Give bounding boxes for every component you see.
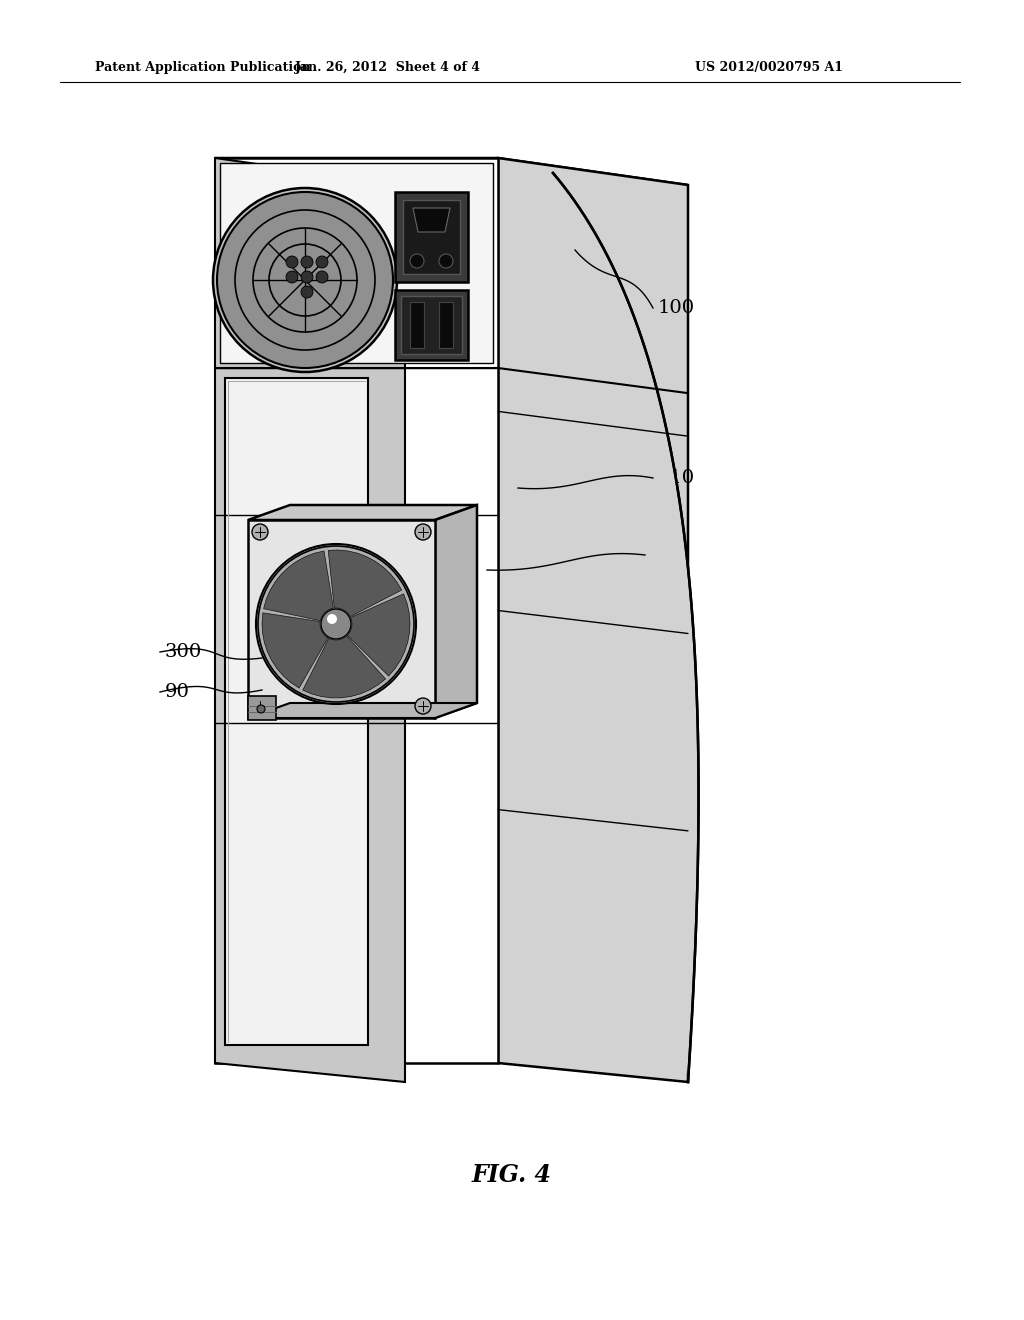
Polygon shape xyxy=(410,302,424,348)
Circle shape xyxy=(217,191,393,368)
Polygon shape xyxy=(220,162,493,363)
Circle shape xyxy=(286,256,298,268)
Polygon shape xyxy=(395,290,468,360)
Circle shape xyxy=(301,256,313,268)
Polygon shape xyxy=(435,506,477,718)
Circle shape xyxy=(321,609,351,639)
Circle shape xyxy=(252,524,268,540)
Polygon shape xyxy=(498,158,688,1082)
Circle shape xyxy=(439,253,453,268)
Circle shape xyxy=(415,524,431,540)
Polygon shape xyxy=(401,296,462,354)
Polygon shape xyxy=(403,201,460,275)
Circle shape xyxy=(410,253,424,268)
Polygon shape xyxy=(553,173,698,1082)
Circle shape xyxy=(301,271,313,282)
Text: 100: 100 xyxy=(658,300,695,317)
Polygon shape xyxy=(328,550,401,616)
Circle shape xyxy=(213,187,397,372)
Circle shape xyxy=(256,544,416,704)
Text: 90: 90 xyxy=(165,682,189,701)
Text: Jan. 26, 2012  Sheet 4 of 4: Jan. 26, 2012 Sheet 4 of 4 xyxy=(295,62,481,74)
Circle shape xyxy=(415,698,431,714)
Circle shape xyxy=(286,271,298,282)
Text: 20: 20 xyxy=(650,546,675,564)
Polygon shape xyxy=(303,636,386,698)
Circle shape xyxy=(252,698,268,714)
Polygon shape xyxy=(215,158,688,185)
Circle shape xyxy=(316,256,328,268)
Polygon shape xyxy=(263,550,334,620)
Polygon shape xyxy=(248,506,477,520)
Circle shape xyxy=(327,614,337,624)
Text: 110: 110 xyxy=(658,469,695,487)
Circle shape xyxy=(258,546,414,702)
Text: 300: 300 xyxy=(165,643,203,661)
Polygon shape xyxy=(248,520,435,718)
Polygon shape xyxy=(248,704,477,718)
Text: US 2012/0020795 A1: US 2012/0020795 A1 xyxy=(695,62,843,74)
Polygon shape xyxy=(262,612,328,688)
Circle shape xyxy=(301,286,313,298)
Circle shape xyxy=(257,705,265,713)
Polygon shape xyxy=(215,158,498,1063)
Polygon shape xyxy=(248,696,276,719)
Text: FIG. 4: FIG. 4 xyxy=(472,1163,552,1187)
Polygon shape xyxy=(395,191,468,282)
Polygon shape xyxy=(439,302,453,348)
Circle shape xyxy=(316,271,328,282)
Polygon shape xyxy=(215,158,406,1082)
Text: Patent Application Publication: Patent Application Publication xyxy=(95,62,310,74)
Polygon shape xyxy=(225,378,368,1045)
Polygon shape xyxy=(347,594,410,676)
Polygon shape xyxy=(413,209,450,232)
